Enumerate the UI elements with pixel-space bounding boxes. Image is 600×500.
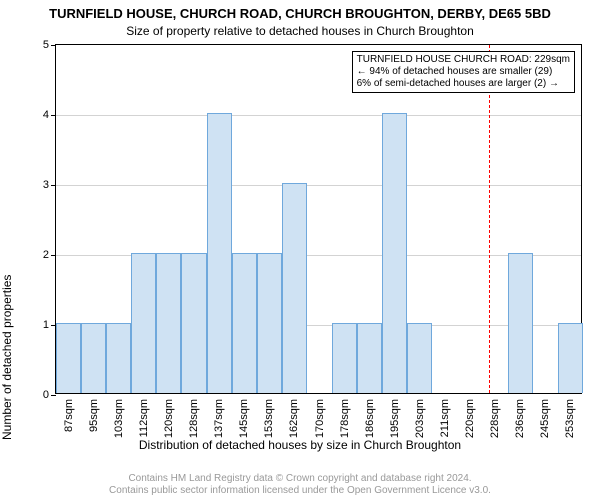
y-tick <box>51 45 56 46</box>
x-tick-label: 220sqm <box>464 399 476 438</box>
y-tick-label: 3 <box>31 179 49 191</box>
histogram-bar <box>282 183 307 393</box>
x-tick-label: 103sqm <box>113 399 125 438</box>
x-tick-label: 203sqm <box>414 399 426 438</box>
histogram-bar <box>56 323 81 393</box>
footnote-line: Contains public sector information licen… <box>0 485 600 497</box>
y-tick <box>51 255 56 256</box>
histogram-bar <box>382 113 407 393</box>
y-tick-label: 1 <box>31 319 49 331</box>
x-axis-caption: Distribution of detached houses by size … <box>0 438 600 452</box>
histogram-bar <box>232 253 257 393</box>
histogram-bar <box>207 113 232 393</box>
x-tick-label: 228sqm <box>489 399 501 438</box>
y-tick <box>51 395 56 396</box>
histogram-bar <box>181 253 206 393</box>
annotation-line: ← 94% of detached houses are smaller (29… <box>357 66 570 78</box>
histogram-bar <box>332 323 357 393</box>
x-tick-label: 195sqm <box>389 399 401 438</box>
x-tick-label: 178sqm <box>339 399 351 438</box>
histogram-bar <box>81 323 106 393</box>
histogram-bar <box>106 323 131 393</box>
annotation-line: TURNFIELD HOUSE CHURCH ROAD: 229sqm <box>357 54 570 66</box>
footnote-line: Contains HM Land Registry data © Crown c… <box>0 473 600 485</box>
gridline-horizontal <box>56 185 581 186</box>
histogram-bar <box>357 323 382 393</box>
x-tick-label: 153sqm <box>263 399 275 438</box>
x-tick-label: 87sqm <box>63 399 75 432</box>
x-tick-label: 245sqm <box>539 399 551 438</box>
x-tick-label: 170sqm <box>314 399 326 438</box>
y-tick-label: 2 <box>31 249 49 261</box>
x-tick-label: 128sqm <box>188 399 200 438</box>
marker-line <box>489 45 490 393</box>
x-tick-label: 211sqm <box>439 399 451 437</box>
histogram-bar <box>407 323 432 393</box>
x-tick-label: 95sqm <box>88 399 100 432</box>
histogram-bar <box>156 253 181 393</box>
annotation-line: 6% of semi-detached houses are larger (2… <box>357 78 570 90</box>
x-tick-label: 236sqm <box>514 399 526 438</box>
y-tick <box>51 185 56 186</box>
y-tick-label: 0 <box>31 389 49 401</box>
histogram-bar <box>257 253 282 393</box>
y-tick-label: 4 <box>31 109 49 121</box>
x-tick-label: 162sqm <box>288 399 300 438</box>
y-tick <box>51 115 56 116</box>
x-tick-label: 186sqm <box>364 399 376 438</box>
chart-plot-area: 01234587sqm95sqm103sqm112sqm120sqm128sqm… <box>55 44 582 394</box>
x-tick-label: 137sqm <box>213 399 225 438</box>
histogram-bar <box>558 323 583 393</box>
x-tick-label: 145sqm <box>238 399 250 438</box>
x-tick-label: 253sqm <box>564 399 576 438</box>
x-tick-label: 112sqm <box>138 399 150 437</box>
chart-title-line-1: TURNFIELD HOUSE, CHURCH ROAD, CHURCH BRO… <box>0 6 600 21</box>
chart-title-line-2: Size of property relative to detached ho… <box>0 24 600 38</box>
chart-footnote: Contains HM Land Registry data © Crown c… <box>0 473 600 496</box>
y-tick-label: 5 <box>31 39 49 51</box>
annotation-box: TURNFIELD HOUSE CHURCH ROAD: 229sqm← 94%… <box>352 51 575 93</box>
x-tick-label: 120sqm <box>163 399 175 438</box>
y-axis-label: Number of detached properties <box>0 275 14 440</box>
histogram-bar <box>508 253 533 393</box>
gridline-horizontal <box>56 115 581 116</box>
histogram-bar <box>131 253 156 393</box>
